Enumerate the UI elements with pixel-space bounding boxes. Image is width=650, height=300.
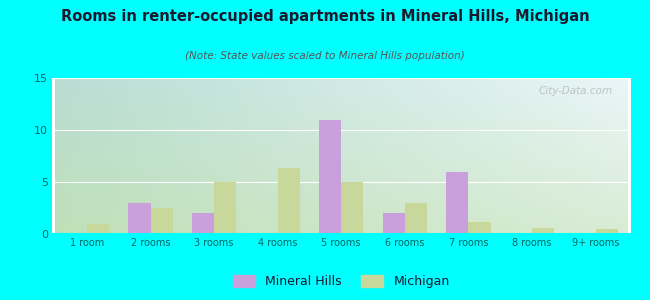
Bar	[278, 169, 300, 234]
Bar	[341, 182, 363, 234]
Bar	[128, 203, 151, 234]
Bar	[192, 213, 214, 234]
Text: Rooms in renter-occupied apartments in Mineral Hills, Michigan: Rooms in renter-occupied apartments in M…	[60, 9, 590, 24]
Bar	[319, 120, 341, 234]
Bar	[151, 208, 173, 234]
Text: City-Data.com: City-Data.com	[539, 86, 613, 96]
Bar	[383, 213, 405, 234]
Legend: Mineral Hills, Michigan: Mineral Hills, Michigan	[228, 270, 454, 293]
Bar	[469, 221, 491, 234]
Bar	[87, 224, 109, 234]
Bar	[532, 228, 554, 234]
Bar	[405, 203, 427, 234]
Text: (Note: State values scaled to Mineral Hills population): (Note: State values scaled to Mineral Hi…	[185, 51, 465, 61]
Bar	[595, 229, 617, 234]
Bar	[446, 172, 469, 234]
Bar	[214, 182, 237, 234]
